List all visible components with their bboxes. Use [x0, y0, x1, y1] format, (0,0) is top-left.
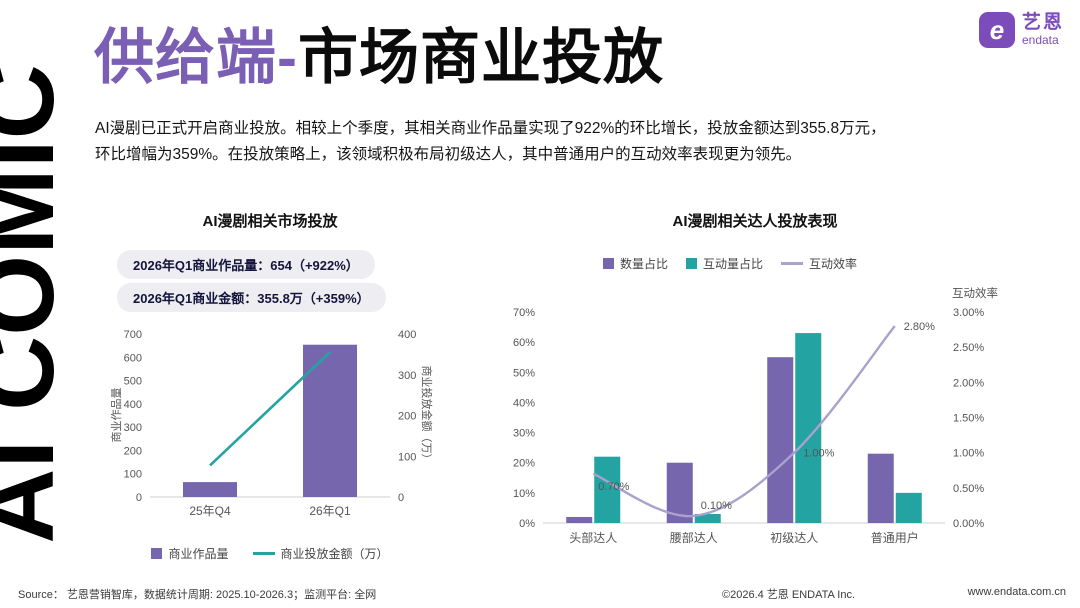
- legend-item-count-share: 数量占比: [602, 255, 668, 272]
- svg-text:26年Q1: 26年Q1: [309, 504, 351, 518]
- legend-swatch-amount-icon: [252, 552, 275, 555]
- works-count-badge: 2026年Q1商业作品量：654（+922%）: [117, 250, 375, 279]
- legend-swatch-engagement-rate-icon: [781, 262, 803, 265]
- logo-brand-en: endata: [1021, 33, 1059, 47]
- legend-item-engagement-share: 互动量占比: [685, 255, 763, 272]
- intro-paragraph: AI漫剧已正式开启商业投放。相较上个季度，其相关商业作品量实现了922%的环比增…: [95, 116, 1025, 168]
- influencer-chart-svg: 0% 10% 20% 30% 40% 50% 60% 70% 0.00% 0.50% 1.00% 1.…: [513, 307, 984, 545]
- legend-item-engagement-rate: 互动效率: [781, 255, 857, 272]
- svg-text:头部达人: 头部达人: [569, 530, 617, 545]
- legend-label-count-share: 数量占比: [619, 257, 668, 271]
- footer-copyright: ©2026.4 艺恩 ENDATA Inc.: [722, 589, 856, 601]
- svg-text:600: 600: [124, 352, 142, 364]
- logo-letter: e: [989, 14, 1005, 45]
- svg-text:2.00%: 2.00%: [953, 377, 984, 389]
- influencer-chart-title: AI漫剧相关达人投放表现: [672, 213, 838, 230]
- svg-text:300: 300: [398, 370, 416, 382]
- endata-logo: e 艺恩 endata: [978, 12, 1064, 48]
- footer-website: www.endata.com.cn: [967, 586, 1066, 598]
- svg-text:0.10%: 0.10%: [701, 500, 732, 512]
- svg-text:0.50%: 0.50%: [953, 483, 984, 495]
- legend-label-amount: 商业投放金额（万）: [280, 547, 389, 561]
- side-vertical-text: AI COMIC: [0, 64, 76, 544]
- svg-text:50%: 50%: [513, 367, 535, 379]
- endata-logo-icon: e: [978, 12, 1015, 48]
- page-title: 供给端-市场商业投放: [94, 22, 664, 94]
- influencer-chart-panel: AI漫剧相关达人投放表现 数量占比 互动量占比 互动效率 互动效率 0% 10% 2…: [495, 205, 1015, 585]
- svg-text:300: 300: [124, 422, 142, 434]
- svg-text:700: 700: [124, 329, 142, 341]
- title-accent: 供给端-: [94, 24, 298, 91]
- svg-text:30%: 30%: [513, 428, 535, 440]
- svg-text:400: 400: [398, 329, 416, 341]
- svg-text:2.80%: 2.80%: [904, 321, 935, 333]
- legend-label-works: 商业作品量: [168, 547, 229, 561]
- svg-text:普通用户: 普通用户: [871, 530, 919, 545]
- logo-brand-cn: 艺恩: [1021, 12, 1064, 33]
- svg-text:60%: 60%: [513, 337, 535, 349]
- svg-text:40%: 40%: [513, 397, 535, 409]
- intro-line-2: 环比增幅为359%。在投放策略上，该领域积极布局初级达人，其中普通用户的互动效率…: [95, 146, 802, 163]
- market-chart-title: AI漫剧相关市场投放: [202, 213, 338, 230]
- legend-label-engagement-share: 互动量占比: [702, 257, 763, 271]
- svg-text:2.50%: 2.50%: [953, 342, 984, 354]
- logo-text: 艺恩 endata: [1022, 12, 1064, 47]
- engagement-rate-axis-title: 互动效率: [952, 288, 998, 300]
- svg-text:200: 200: [124, 445, 142, 457]
- legend-swatch-count-share-icon: [602, 258, 614, 269]
- legend-swatch-engagement-share-icon: [685, 258, 697, 269]
- svg-text:500: 500: [124, 376, 142, 388]
- svg-text:0.70%: 0.70%: [598, 481, 629, 493]
- svg-text:1.00%: 1.00%: [953, 448, 984, 460]
- legend-item-amount: 商业投放金额（万）: [252, 545, 389, 562]
- svg-text:20%: 20%: [513, 458, 535, 470]
- svg-text:初级达人: 初级达人: [770, 531, 818, 545]
- svg-text:3.00%: 3.00%: [953, 307, 984, 319]
- svg-text:70%: 70%: [513, 307, 535, 319]
- svg-text:0: 0: [398, 492, 404, 504]
- title-rest: 市场商业投放: [297, 24, 664, 91]
- svg-text:25年Q4: 25年Q4: [189, 504, 231, 518]
- intro-line-1: AI漫剧已正式开启商业投放。相较上个季度，其相关商业作品量实现了922%的环比增…: [95, 120, 886, 137]
- amount-badge: 2026年Q1商业金额：355.8万（+359%）: [117, 283, 386, 312]
- footer-source: Source： 艺恩营销智库，数据统计周期: 2025.10-2026.3；监测…: [18, 589, 377, 601]
- svg-text:腰部达人: 腰部达人: [670, 530, 718, 545]
- legend-swatch-works-icon: [151, 548, 163, 559]
- market-chart-legend: 商业作品量 商业投放金额（万）: [95, 545, 445, 562]
- legend-label-engagement-rate: 互动效率: [809, 257, 858, 271]
- market-chart-panel: AI漫剧相关市场投放 2026年Q1商业作品量：654（+922%） 2026年…: [95, 205, 470, 585]
- svg-text:0: 0: [136, 492, 142, 504]
- influencer-chart-legend: 数量占比 互动量占比 互动效率: [495, 255, 965, 272]
- svg-text:100: 100: [124, 469, 142, 481]
- svg-text:1.50%: 1.50%: [953, 413, 984, 425]
- legend-item-works: 商业作品量: [151, 545, 229, 562]
- svg-text:100: 100: [398, 451, 416, 463]
- svg-text:10%: 10%: [513, 488, 535, 500]
- svg-text:0.00%: 0.00%: [953, 518, 984, 530]
- svg-text:200: 200: [398, 411, 416, 423]
- svg-text:400: 400: [124, 399, 142, 411]
- market-chart-svg: 0 100 200 300 400 500 600 700 0 100 200 300 400 25年Q4…: [124, 329, 417, 518]
- svg-text:0%: 0%: [519, 518, 535, 530]
- svg-text:1.00%: 1.00%: [803, 448, 834, 460]
